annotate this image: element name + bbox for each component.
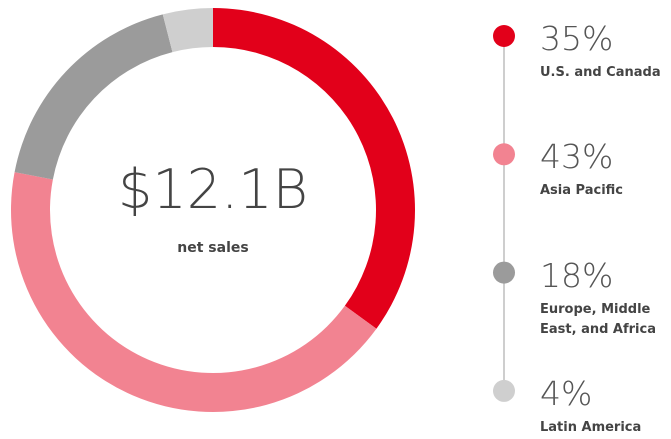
legend-swatch — [493, 25, 515, 47]
legend-label: U.S. and Canada — [540, 65, 661, 80]
center-label: net sales — [177, 240, 249, 256]
legend-label: Latin America — [540, 419, 642, 435]
donut-slice — [10, 172, 377, 412]
legend-label: Europe, Middle East, and Africa — [540, 301, 656, 337]
center-value: $12.1B — [118, 158, 308, 221]
legend-value: 43% — [540, 137, 614, 177]
legend-swatch — [493, 143, 515, 166]
legend-swatch — [493, 261, 515, 284]
legend-value: 4% — [540, 373, 593, 413]
legend-value: 35% — [540, 19, 614, 58]
legend-label: Asia Pacific — [540, 183, 624, 199]
donut-slice — [213, 8, 416, 329]
donut-slice — [14, 14, 173, 180]
legend-swatch — [493, 379, 515, 402]
legend-value: 18% — [540, 255, 614, 295]
donut-slice — [162, 8, 213, 53]
